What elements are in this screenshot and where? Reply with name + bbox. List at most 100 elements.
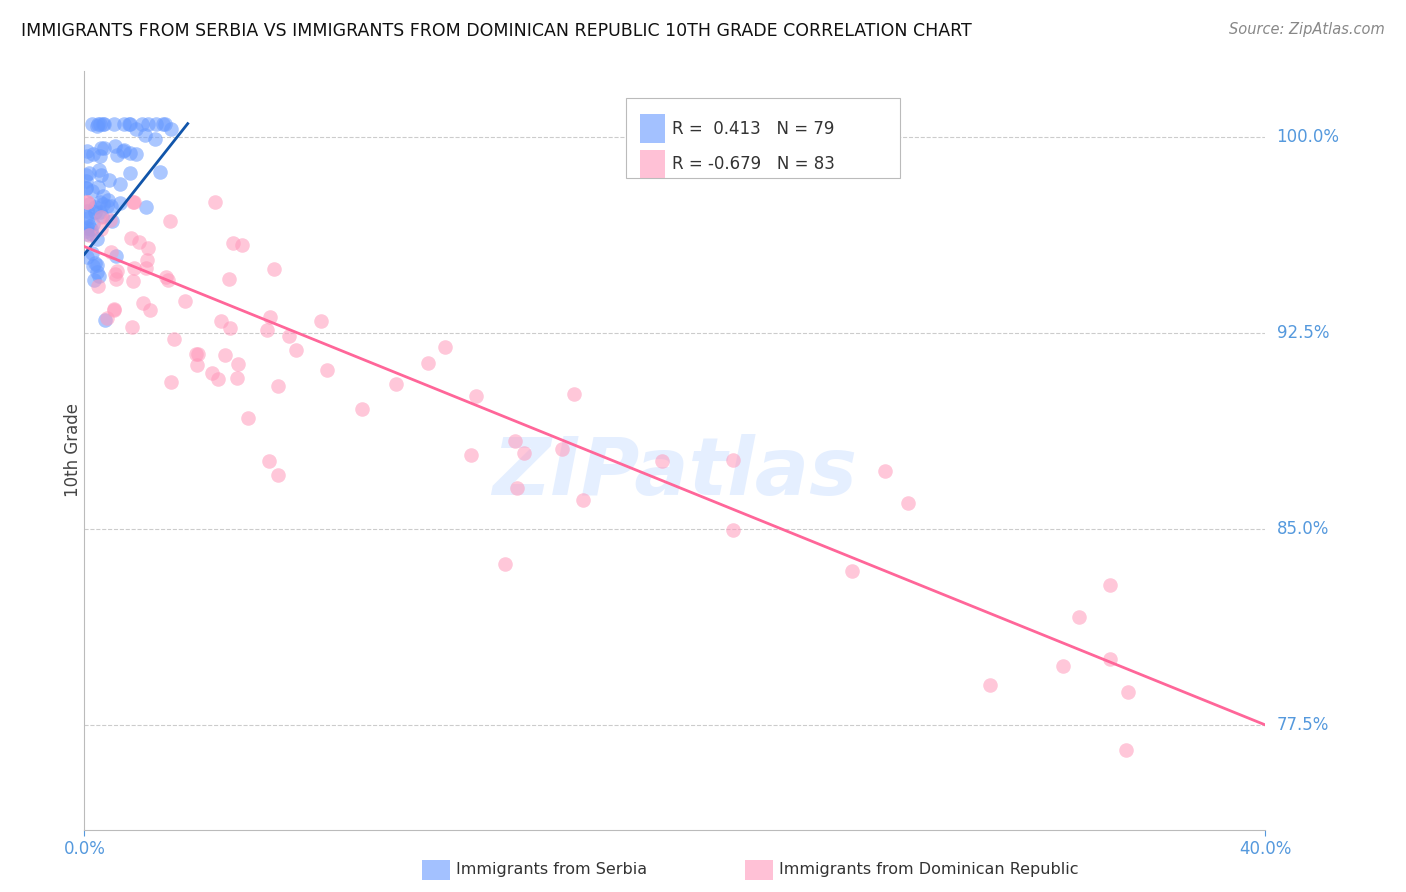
Point xyxy=(89,194,111,209)
Point xyxy=(209,314,232,328)
Point xyxy=(86,232,108,246)
Point xyxy=(76,195,98,210)
Point xyxy=(96,310,118,325)
Point xyxy=(494,558,516,572)
Point xyxy=(86,119,108,133)
Point xyxy=(87,268,110,283)
Point xyxy=(122,195,145,210)
Point xyxy=(1099,652,1122,666)
Point xyxy=(100,244,122,259)
Point xyxy=(77,211,100,225)
Point xyxy=(87,278,110,293)
Point xyxy=(721,453,744,467)
Point xyxy=(108,196,131,211)
Point xyxy=(75,224,97,238)
Point xyxy=(77,219,100,234)
Point xyxy=(434,340,457,354)
Point xyxy=(139,303,162,318)
Point xyxy=(979,677,1001,691)
Point xyxy=(155,270,177,285)
Point xyxy=(897,496,920,510)
Point xyxy=(152,117,174,131)
Point xyxy=(257,453,280,467)
Point xyxy=(145,117,167,131)
Point xyxy=(222,235,245,250)
Point xyxy=(122,195,145,210)
Point xyxy=(128,235,150,249)
Point xyxy=(651,454,673,468)
Point xyxy=(108,177,131,191)
Point xyxy=(103,303,125,318)
Point xyxy=(96,199,118,213)
Text: Immigrants from Serbia: Immigrants from Serbia xyxy=(456,863,647,877)
Text: R = -0.679   N = 83: R = -0.679 N = 83 xyxy=(672,155,835,173)
Point xyxy=(82,117,104,131)
Point xyxy=(100,199,122,213)
Point xyxy=(105,264,128,278)
Point xyxy=(97,173,120,187)
Point xyxy=(135,260,157,275)
Point xyxy=(77,227,100,242)
Point xyxy=(551,442,574,456)
Text: 100.0%: 100.0% xyxy=(1277,128,1340,145)
Point xyxy=(136,252,159,267)
Point xyxy=(107,148,129,162)
Point xyxy=(278,329,301,343)
Point xyxy=(93,189,115,203)
Point xyxy=(86,179,108,194)
Point xyxy=(121,320,143,334)
Point xyxy=(82,217,104,231)
Point xyxy=(77,197,100,211)
Point xyxy=(236,410,259,425)
Point xyxy=(76,195,98,210)
Point xyxy=(90,210,112,224)
Point xyxy=(89,117,111,131)
Point xyxy=(89,149,111,163)
Point xyxy=(159,214,181,228)
Point xyxy=(104,138,127,153)
Point xyxy=(82,259,104,273)
Point xyxy=(218,321,240,335)
Point xyxy=(89,163,111,178)
Point xyxy=(186,358,208,372)
Point xyxy=(267,378,290,392)
Point xyxy=(1069,610,1091,624)
Point xyxy=(187,347,209,361)
Point xyxy=(76,144,98,158)
Point xyxy=(131,117,153,131)
Point xyxy=(149,165,172,179)
Point xyxy=(75,210,97,224)
Point xyxy=(256,323,278,337)
Point xyxy=(352,402,374,417)
Point xyxy=(841,564,863,578)
Point xyxy=(156,273,179,287)
Point xyxy=(112,143,135,157)
Point xyxy=(98,213,121,227)
Point xyxy=(225,371,247,385)
Point xyxy=(125,147,148,161)
Point xyxy=(138,117,160,131)
Point xyxy=(101,213,124,227)
Text: Immigrants from Dominican Republic: Immigrants from Dominican Republic xyxy=(779,863,1078,877)
Point xyxy=(80,184,103,198)
Point xyxy=(1116,684,1139,698)
Point xyxy=(104,267,127,281)
Point xyxy=(155,117,177,131)
Point xyxy=(76,227,98,241)
Point xyxy=(159,121,181,136)
Point xyxy=(135,200,157,214)
Point xyxy=(174,294,197,309)
Point xyxy=(460,448,482,462)
Point xyxy=(1052,658,1074,673)
Text: Source: ZipAtlas.com: Source: ZipAtlas.com xyxy=(1229,22,1385,37)
Point xyxy=(204,195,226,210)
Point xyxy=(564,387,586,401)
Point xyxy=(723,523,745,537)
Point xyxy=(285,343,308,357)
Point xyxy=(118,166,141,180)
Point xyxy=(143,132,166,146)
Point xyxy=(160,375,183,389)
Point xyxy=(138,241,160,255)
Point xyxy=(86,258,108,272)
Point xyxy=(228,357,250,371)
